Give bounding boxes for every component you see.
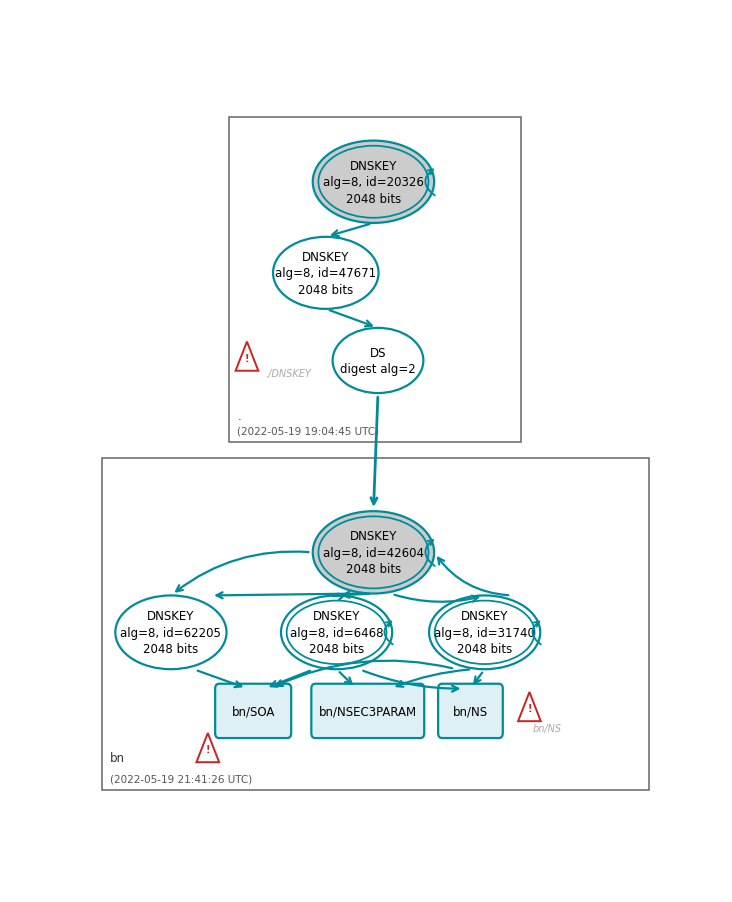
Text: (2022-05-19 21:41:26 UTC): (2022-05-19 21:41:26 UTC)	[111, 773, 253, 783]
Ellipse shape	[313, 511, 434, 594]
Ellipse shape	[273, 237, 378, 309]
Polygon shape	[518, 692, 541, 722]
Ellipse shape	[332, 328, 423, 393]
Text: DS
digest alg=2: DS digest alg=2	[340, 346, 416, 376]
FancyBboxPatch shape	[215, 684, 291, 738]
Text: .: .	[237, 410, 241, 422]
Text: DNSKEY
alg=8, id=6468
2048 bits: DNSKEY alg=8, id=6468 2048 bits	[290, 610, 384, 656]
Bar	[102, 458, 649, 790]
Text: ./DNSKEY: ./DNSKEY	[265, 369, 311, 379]
Ellipse shape	[281, 596, 392, 669]
Ellipse shape	[429, 596, 540, 669]
Text: !: !	[527, 704, 531, 713]
Text: (2022-05-19 19:04:45 UTC): (2022-05-19 19:04:45 UTC)	[237, 426, 379, 436]
Text: bn/SOA: bn/SOA	[231, 704, 275, 718]
Text: bn/NSEC3PARAM: bn/NSEC3PARAM	[318, 704, 417, 718]
Text: DNSKEY
alg=8, id=20326
2048 bits: DNSKEY alg=8, id=20326 2048 bits	[323, 160, 424, 206]
Polygon shape	[196, 733, 219, 762]
FancyBboxPatch shape	[438, 684, 503, 738]
Text: DNSKEY
alg=8, id=31740
2048 bits: DNSKEY alg=8, id=31740 2048 bits	[434, 610, 535, 656]
Text: bn/NS: bn/NS	[533, 723, 562, 733]
Text: DNSKEY
alg=8, id=47671
2048 bits: DNSKEY alg=8, id=47671 2048 bits	[275, 251, 376, 297]
Text: DNSKEY
alg=8, id=42604
2048 bits: DNSKEY alg=8, id=42604 2048 bits	[323, 529, 424, 575]
Bar	[229, 118, 521, 443]
Text: DNSKEY
alg=8, id=62205
2048 bits: DNSKEY alg=8, id=62205 2048 bits	[121, 610, 221, 656]
Ellipse shape	[313, 142, 434, 224]
Text: bn: bn	[111, 750, 125, 764]
Polygon shape	[236, 342, 258, 372]
FancyBboxPatch shape	[311, 684, 425, 738]
Text: !: !	[206, 744, 210, 754]
Text: bn/NS: bn/NS	[453, 704, 488, 718]
Ellipse shape	[116, 596, 226, 669]
Text: !: !	[244, 354, 249, 364]
